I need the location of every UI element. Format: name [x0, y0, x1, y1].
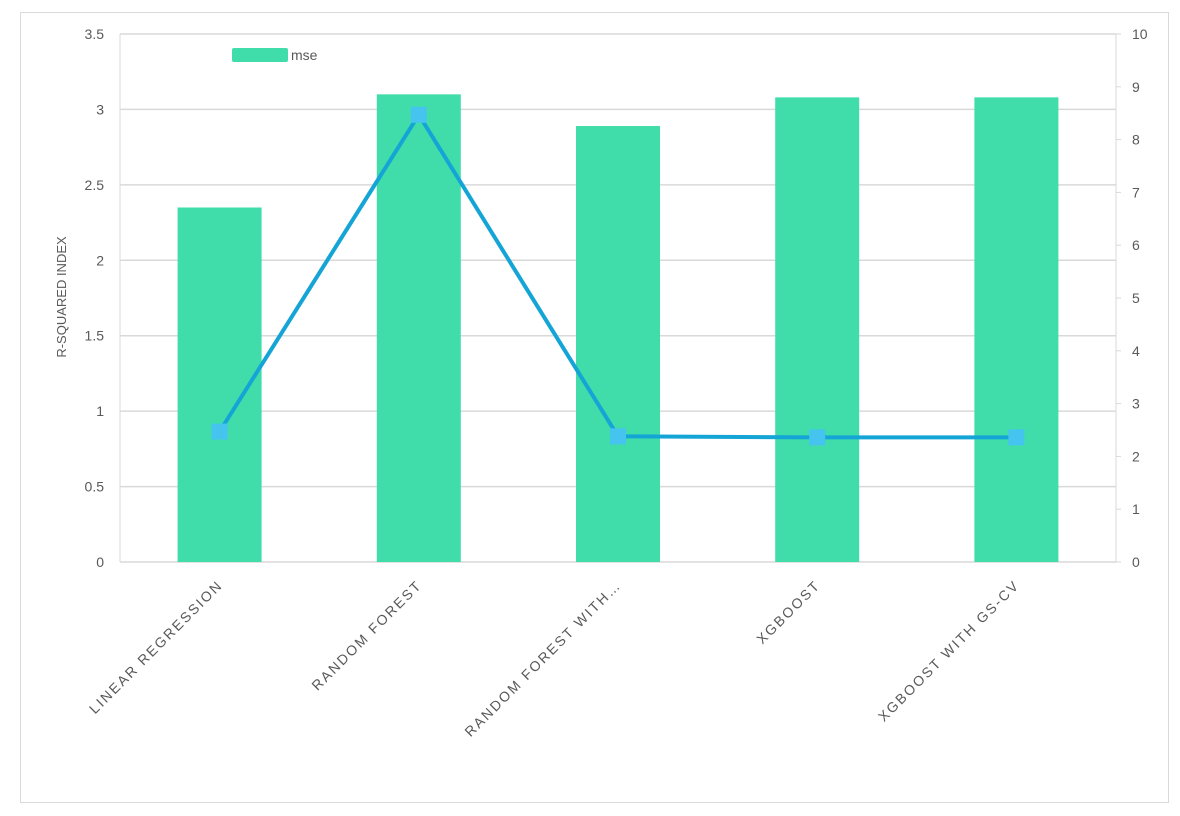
line-point — [211, 423, 228, 440]
bar — [974, 97, 1059, 563]
right-tick-label: 5 — [1132, 290, 1140, 306]
line-point — [809, 429, 826, 446]
bar — [376, 94, 461, 562]
line-point — [410, 106, 427, 123]
bar — [576, 126, 660, 562]
category-label: XGBOOST WITH GS-CV — [875, 577, 1023, 725]
right-tick-label: 10 — [1132, 26, 1148, 42]
right-tick-label: 2 — [1132, 448, 1140, 464]
right-tick-label: 3 — [1132, 396, 1140, 412]
left-tick-label: 1.5 — [85, 328, 105, 344]
legend-swatch-mse — [232, 48, 288, 62]
left-tick-label: 3 — [96, 101, 104, 117]
right-tick-label: 6 — [1132, 237, 1140, 253]
left-tick-label: 1 — [96, 403, 104, 419]
category-label: RANDOM FOREST — [308, 577, 425, 694]
bar-series — [177, 94, 1059, 563]
right-axis: 0 1 2 3 4 5 6 7 8 9 10 — [1116, 26, 1148, 570]
right-tick-label: 8 — [1132, 132, 1140, 148]
category-label: XGBOOST — [753, 577, 823, 647]
bar — [775, 97, 860, 563]
legend-label-mse: mse — [291, 47, 318, 63]
right-tick-label: 9 — [1132, 79, 1140, 95]
line-point — [1008, 429, 1025, 446]
category-axis: LINEAR REGRESSION RANDOM FOREST RANDOM FOR… — [86, 577, 1023, 740]
right-tick-label: 1 — [1132, 501, 1140, 517]
category-label: RANDOM FOREST WITH… — [461, 577, 624, 740]
legend: mse — [232, 47, 318, 63]
line-point — [610, 428, 626, 445]
right-tick-label: 4 — [1132, 343, 1140, 359]
left-tick-label: 2.5 — [85, 177, 105, 193]
left-axis: 0 0.5 1 1.5 2 2.5 3 3.5 — [85, 26, 105, 570]
left-tick-label: 0 — [96, 554, 104, 570]
line-series — [211, 106, 1025, 446]
left-tick-label: 0.5 — [85, 479, 105, 495]
left-tick-label: 3.5 — [85, 26, 105, 42]
category-label: LINEAR REGRESSION — [86, 577, 226, 717]
right-tick-label: 0 — [1132, 554, 1140, 570]
right-tick-label: 7 — [1132, 184, 1140, 200]
left-tick-label: 2 — [96, 252, 104, 268]
y-axis-title: R-SQUARED INDEX — [54, 236, 69, 358]
